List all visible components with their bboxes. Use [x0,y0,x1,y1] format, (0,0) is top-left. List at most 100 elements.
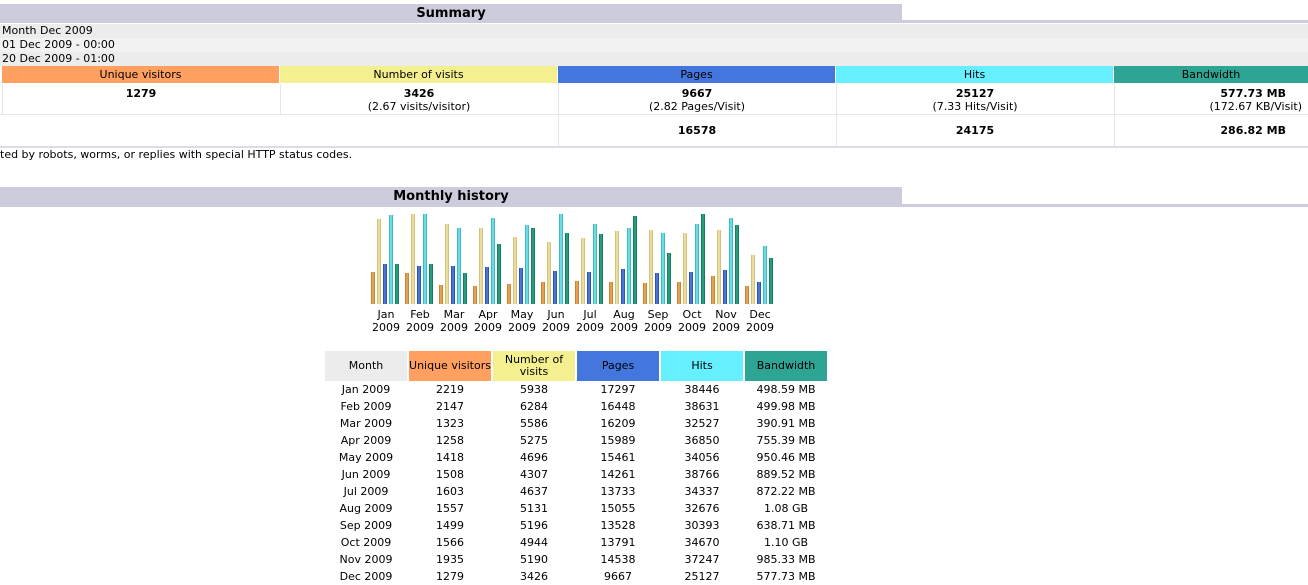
bar-bandwidth [633,216,637,304]
viewed-pages-sub: (2.82 Pages/Visit) [648,100,746,113]
chart-month-group [473,212,503,304]
bar-pages [485,267,489,304]
bar-visits [513,237,517,304]
table-row: May 2009 1418 4696 15461 34056 950.46 MB [325,449,827,466]
bar-pages [587,272,591,304]
cell-bandwidth: 499.98 MB [756,400,816,413]
cell-hits: 34056 [684,451,720,464]
bar-bandwidth [599,234,603,304]
last-visit: 20 Dec 2009 - 01:00 [0,52,1308,66]
header-unique-visitors: Unique visitors [2,66,279,83]
bar-hits [559,214,563,304]
bar-pages [723,270,727,304]
chart-month-label: Feb 2009 [403,308,437,334]
chart-month-group [507,212,537,304]
cell-month: Feb 2009 [340,400,392,413]
viewed-visits-cell: 3426 (2.67 visits/visitor) [280,84,557,114]
not-viewed-pages-value: 16578 [677,124,717,137]
viewed-pages-cell: 9667 (2.82 Pages/Visit) [558,84,835,114]
chart-month-label: May 2009 [505,308,539,334]
summary-rule [0,20,1308,23]
col-hits: Hits [661,351,743,381]
table-row: Jan 2009 2219 5938 17297 38446 498.59 MB [325,381,827,398]
cell-hits: 34337 [684,485,720,498]
cell-unique-visitors: 2219 [436,383,464,396]
cell-month: Sep 2009 [339,519,393,532]
chart-month-group [609,212,639,304]
cell-unique-visitors: 1566 [436,536,464,549]
viewed-visits-value: 3426 [403,87,435,100]
summary-title: Summary [0,4,902,23]
cell-bandwidth: 950.46 MB [756,451,816,464]
cell-bandwidth: 498.59 MB [756,383,816,396]
bar-pages [757,282,761,304]
monthly-history-chart: Jan 2009 Feb 2009 Mar 2009 Apr 2009 May 2009 Jun 20… [371,212,777,334]
chart-month-name: Jan [377,308,395,321]
cell-visits: 5131 [520,502,548,515]
cell-pages: 15461 [600,451,636,464]
cell-pages: 13791 [600,536,636,549]
bar-pages [553,271,557,304]
cell-visits: 5196 [520,519,548,532]
chart-month-label: Aug 2009 [607,308,641,334]
table-row: Sep 2009 1499 5196 13528 30393 638.71 MB [325,517,827,534]
bar-hits [525,225,529,304]
cell-bandwidth: 889.52 MB [756,468,816,481]
cell-pages: 9667 [604,570,632,583]
chart-month-label: Dec 2009 [743,308,777,334]
bar-hits [661,233,665,304]
bar-visits [717,230,721,304]
chart-month-year: 2009 [746,321,774,334]
cell-unique-visitors: 1418 [436,451,464,464]
cell-month: Aug 2009 [339,502,393,515]
table-row: Apr 2009 1258 5275 15989 36850 755.39 MB [325,432,827,449]
cell-visits: 6284 [520,400,548,413]
cell-visits: 3426 [520,570,548,583]
history-rule [0,204,1308,207]
bar-hits [423,214,427,304]
cell-unique-visitors: 1935 [436,553,464,566]
bar-pages [519,268,523,304]
bar-unique-visitors [371,272,375,304]
chart-month-year: 2009 [508,321,536,334]
cell-bandwidth: 872.22 MB [756,485,816,498]
bar-hits [491,218,495,304]
bar-visits [683,233,687,304]
chart-month-group [575,212,605,304]
col-bandwidth: Bandwidth [745,351,827,381]
history-header-row: Month Unique visitors Number of visits P… [325,351,827,381]
chart-month-group [371,212,401,304]
cell-pages: 14538 [600,553,636,566]
bar-hits [763,246,767,304]
cell-unique-visitors: 1499 [436,519,464,532]
cell-month: Jan 2009 [341,383,391,396]
chart-month-year: 2009 [678,321,706,334]
cell-bandwidth: 985.33 MB [756,553,816,566]
bar-hits [457,228,461,304]
chart-month-year: 2009 [644,321,672,334]
cell-bandwidth: 755.39 MB [756,434,816,447]
cell-hits: 36850 [684,434,720,447]
cell-month: Nov 2009 [339,553,393,566]
header-pages: Pages [558,66,835,83]
cell-hits: 34670 [684,536,720,549]
cell-visits: 4944 [520,536,548,549]
bar-hits [389,215,393,304]
summary-not-viewed-row: 16578 24175 286.82 MB [0,115,1308,148]
cell-bandwidth: 577.73 MB [756,570,816,583]
viewed-hits-sub: (7.33 Hits/Visit) [932,100,1018,113]
bar-hits [593,224,597,304]
bar-pages [417,266,421,304]
bar-unique-visitors [643,283,647,304]
bar-unique-visitors [711,276,715,304]
chart-month-group [439,212,469,304]
bar-unique-visitors [745,286,749,304]
bar-bandwidth [497,244,501,304]
bar-unique-visitors [405,273,409,304]
bar-bandwidth [565,233,569,304]
chart-month-year: 2009 [576,321,604,334]
table-row: Dec 2009 1279 3426 9667 25127 577.73 MB [325,568,827,585]
table-row: Jul 2009 1603 4637 13733 34337 872.22 MB [325,483,827,500]
not-viewed-pages-cell: 16578 [558,115,835,146]
cell-bandwidth: 1.08 GB [763,502,809,515]
